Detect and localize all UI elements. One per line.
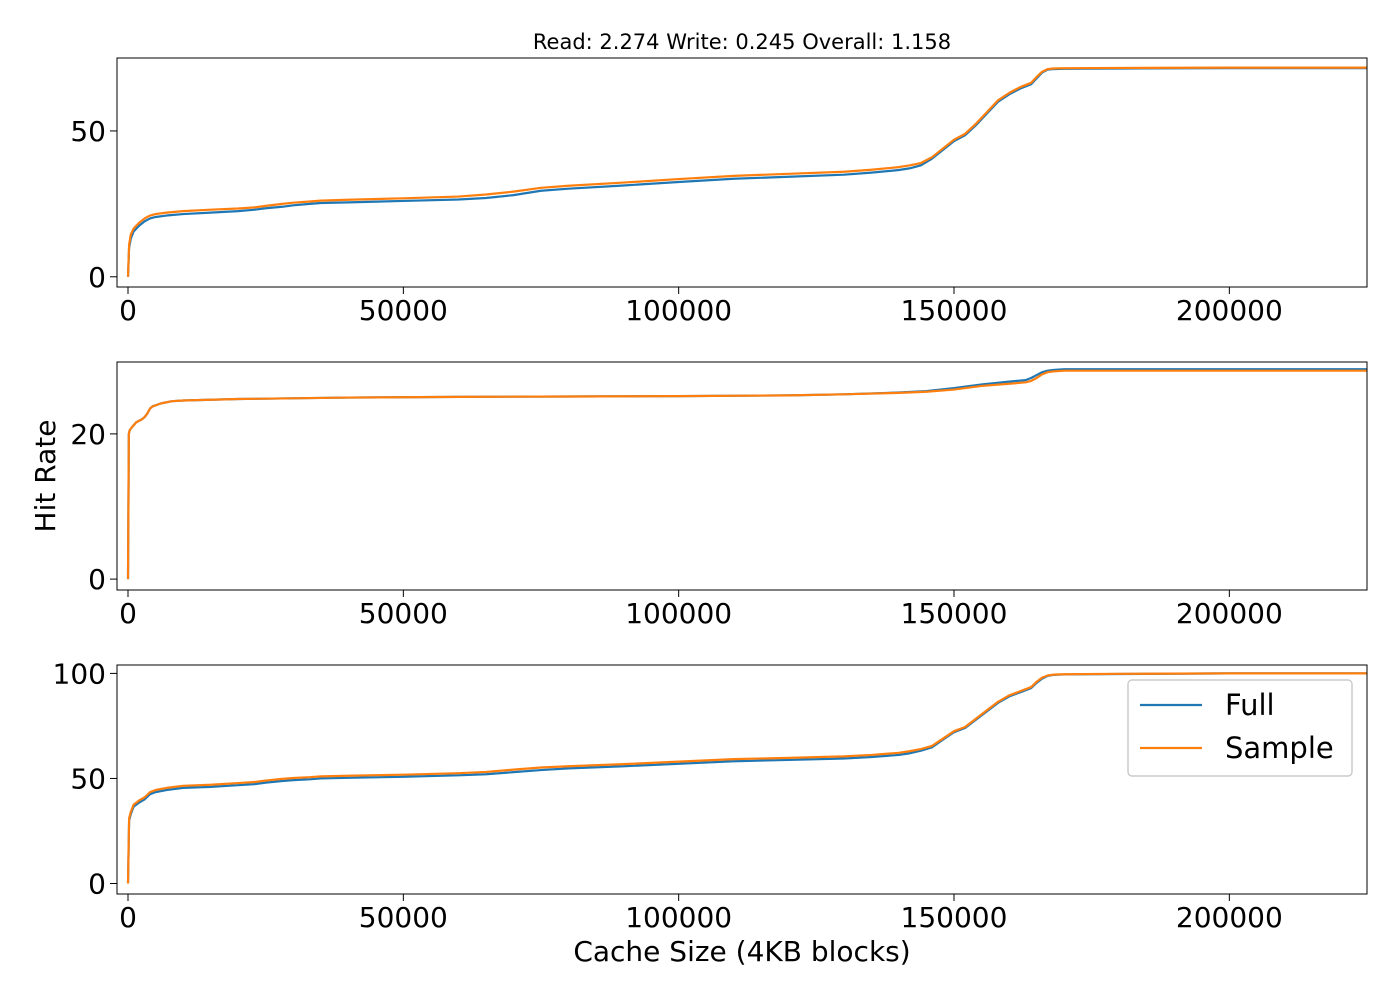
panel-1-x-tick-label: 150000 — [901, 294, 1008, 327]
panel-3-y-tick-label: 0 — [88, 867, 106, 900]
chart-title: Read: 2.274 Write: 0.245 Overall: 1.158 — [533, 30, 951, 54]
panel-2: 0 50000 100000 150000 200000 0 20 — [70, 361, 1368, 630]
panel-2-x-tick-label: 100000 — [625, 597, 732, 630]
panel-2-series — [126, 368, 1367, 580]
panel-1-line-sample — [126, 66, 1367, 277]
panel-1-y-tick-label: 0 — [88, 261, 106, 294]
panel-3-x-tick-label: 50000 — [359, 901, 448, 934]
panel-3-x-tick-label: 150000 — [901, 901, 1008, 934]
panel-1-x-tick-label: 100000 — [625, 294, 732, 327]
panel-1-x-tick-label: 0 — [119, 294, 137, 327]
legend-label-sample: Sample — [1225, 731, 1334, 765]
panel-1: 0 50000 100000 150000 200000 0 50 — [70, 57, 1368, 327]
panel-2-line-sample — [126, 369, 1367, 580]
panel-3-x-tick-label: 100000 — [625, 901, 732, 934]
legend-label-full: Full — [1225, 688, 1275, 722]
panel-2-frame — [116, 361, 1368, 591]
panel-3-series — [126, 672, 1367, 884]
panel-3: 0 50000 100000 150000 200000 0 50 100 — [53, 657, 1368, 934]
panel-3-x-tick-label: 200000 — [1176, 901, 1283, 934]
panel-2-x-tick-label: 200000 — [1176, 597, 1283, 630]
panel-1-line-full — [126, 67, 1367, 277]
panel-2-y-tick-label: 0 — [88, 563, 106, 596]
panel-1-frame — [116, 57, 1368, 288]
panel-3-y-tick-label: 50 — [70, 762, 106, 795]
panel-2-x-tick-label: 150000 — [901, 597, 1008, 630]
panel-1-x-tick-label: 50000 — [359, 294, 448, 327]
x-axis-label: Cache Size (4KB blocks) — [573, 935, 910, 968]
panel-2-x-tick-label: 50000 — [359, 597, 448, 630]
panel-1-x-tick-label: 200000 — [1176, 294, 1283, 327]
panel-2-x-tick-label: 0 — [119, 597, 137, 630]
panel-1-y-tick-label: 50 — [70, 115, 106, 148]
panel-3-x-tick-label: 0 — [119, 901, 137, 934]
legend: Full Sample — [1127, 679, 1353, 777]
panel-3-y-tick-label: 100 — [53, 657, 106, 690]
y-axis-label: Hit Rate — [29, 420, 62, 533]
panel-2-y-tick-label: 20 — [70, 418, 106, 451]
panel-1-series — [126, 66, 1367, 277]
panel-3-frame — [116, 664, 1368, 895]
panel-3-line-sample — [126, 672, 1367, 884]
